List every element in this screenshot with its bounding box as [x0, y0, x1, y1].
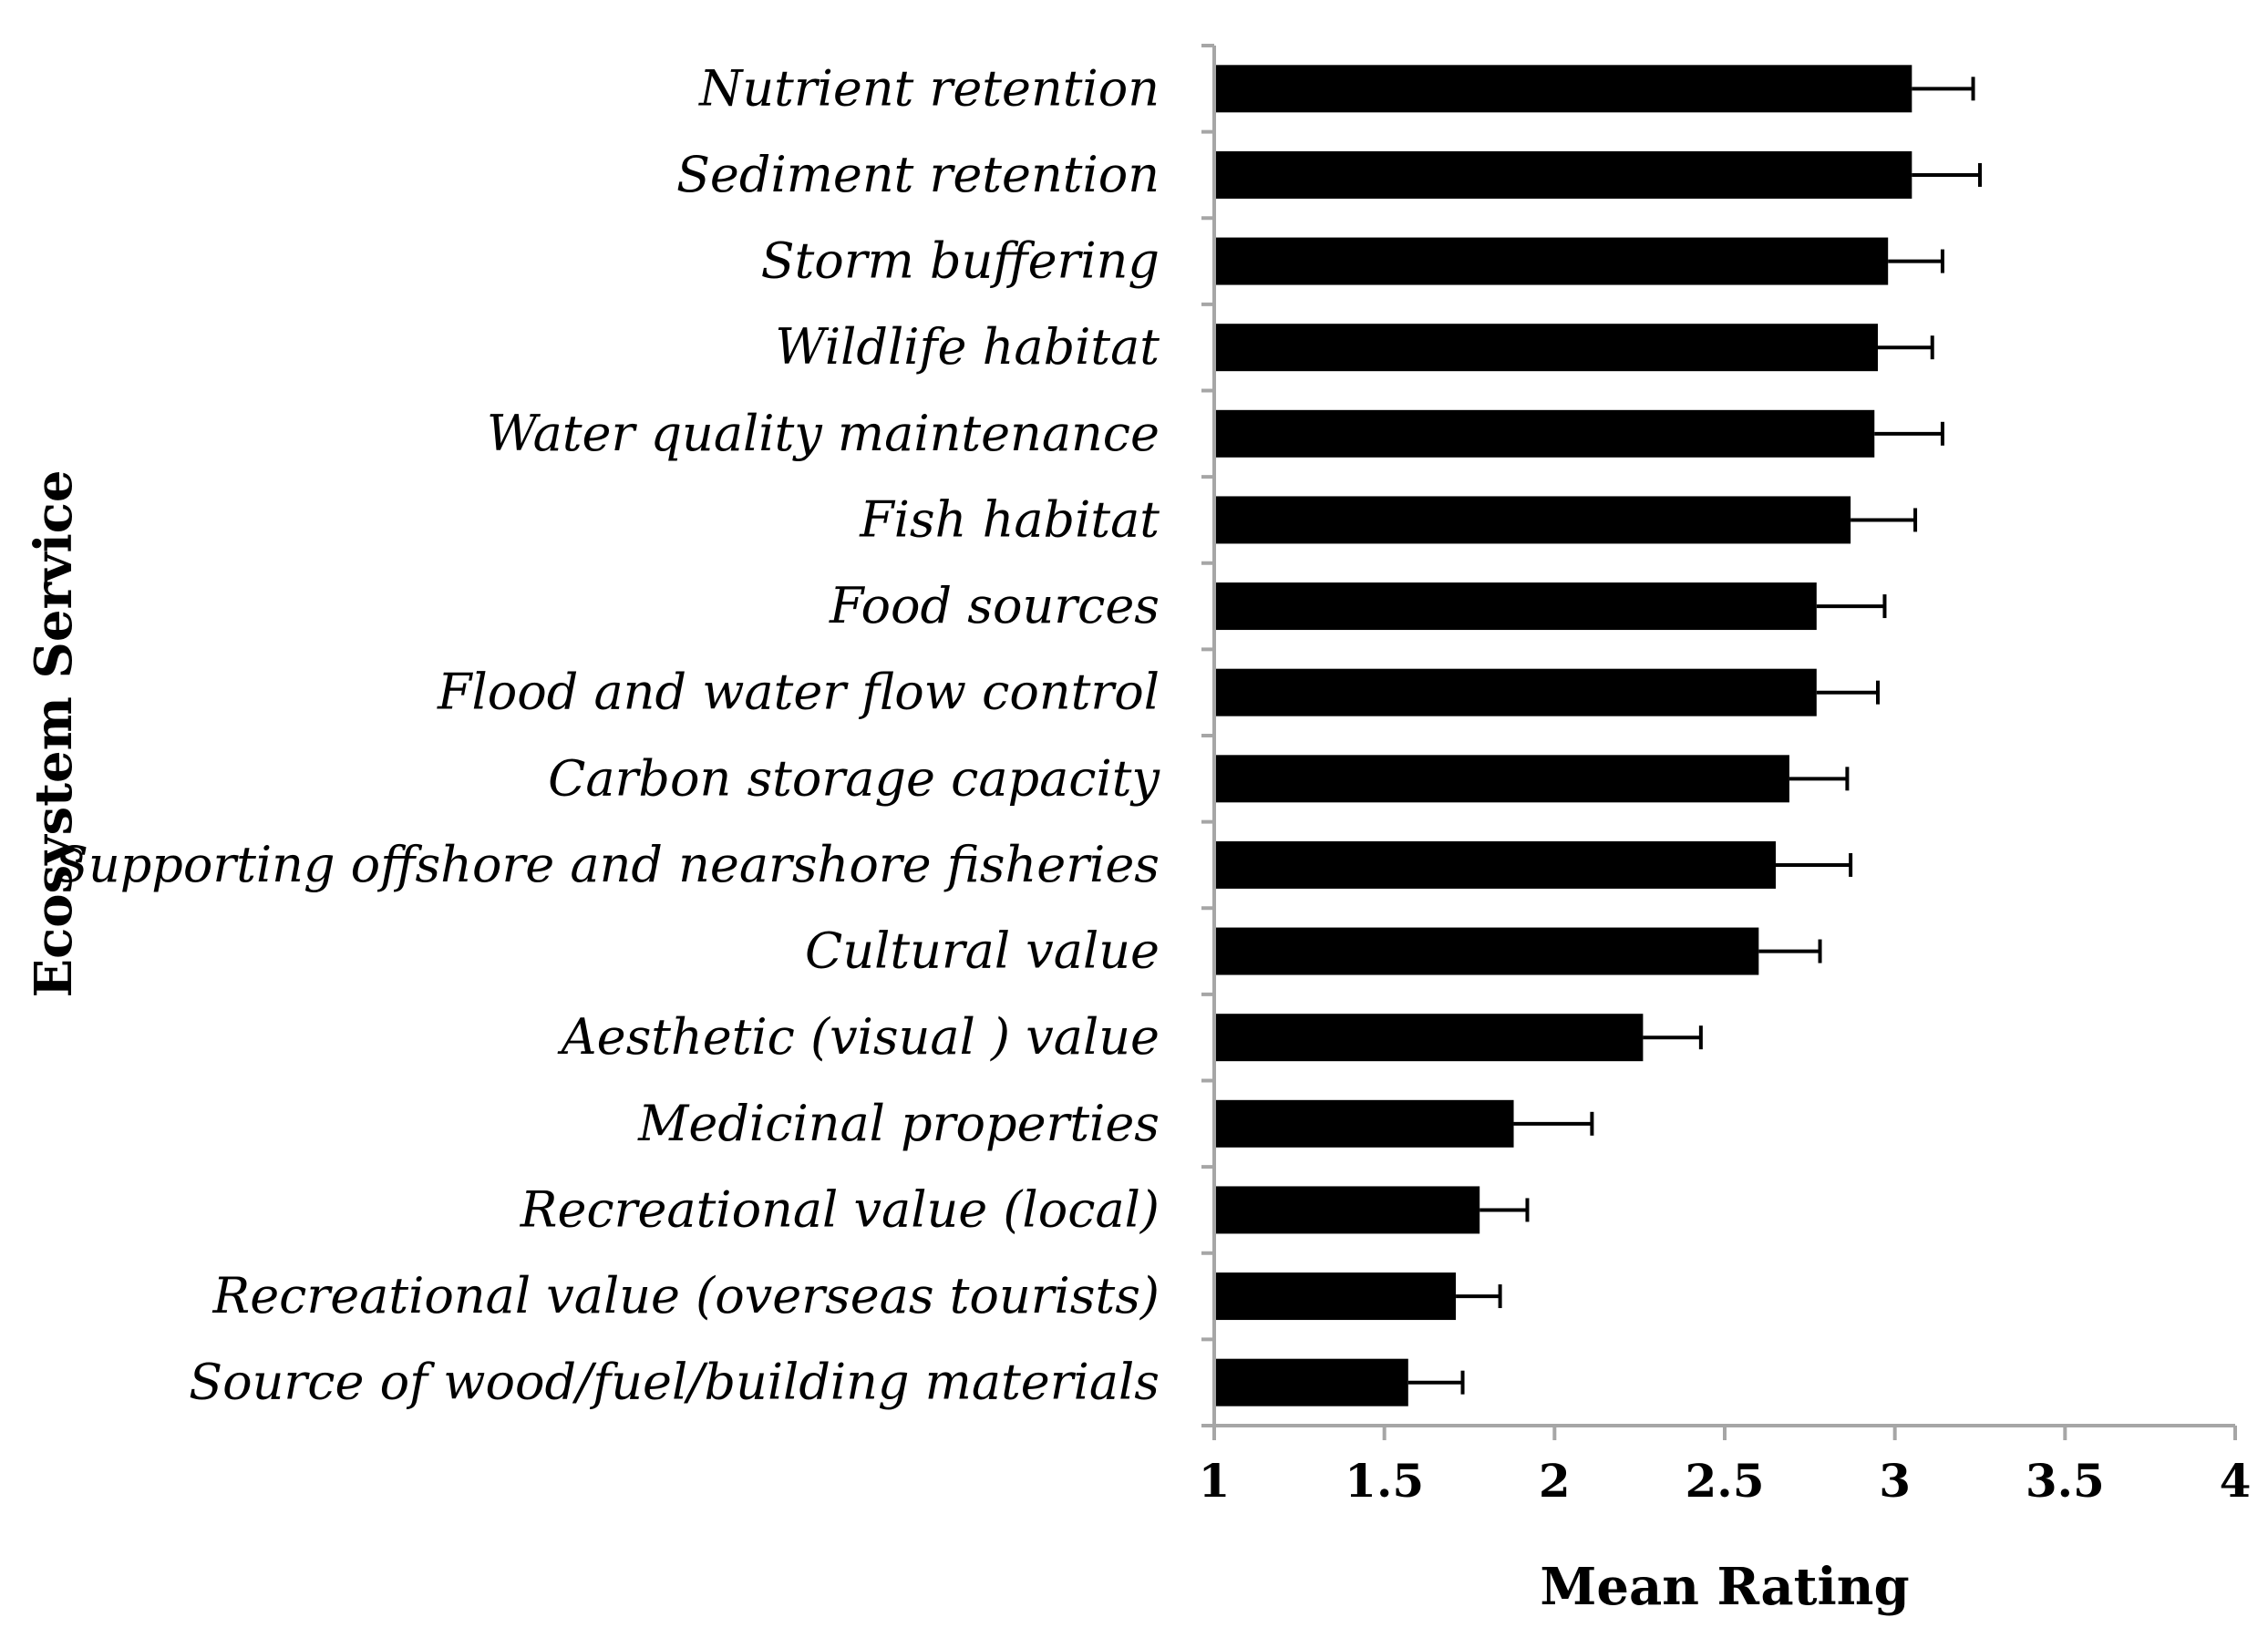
category-label: Carbon storage capacity	[548, 749, 1160, 807]
bar	[1214, 65, 1912, 113]
x-tick-label: 4	[2220, 1454, 2252, 1508]
bar	[1214, 1272, 1457, 1321]
x-axis-title: Mean Rating	[1540, 1557, 1909, 1617]
x-tick-label: 3	[1879, 1454, 1911, 1508]
x-tick-label: 2.5	[1686, 1454, 1765, 1508]
x-tick-label: 2	[1539, 1454, 1571, 1508]
error-bars-group	[1407, 77, 1982, 1395]
bar	[1214, 1099, 1514, 1148]
bar	[1214, 668, 1817, 716]
category-label: Recreational value (local)	[520, 1180, 1160, 1238]
category-label: Source of wood/fuel/building materials	[189, 1354, 1160, 1411]
x-tick-label: 1	[1199, 1454, 1231, 1508]
category-label: Food sources	[829, 577, 1160, 634]
category-label: Fish habitat	[859, 490, 1160, 548]
x-tick-label: 1.5	[1345, 1454, 1424, 1508]
bar	[1214, 1014, 1644, 1062]
axes-group	[1201, 44, 2237, 1440]
bar	[1214, 324, 1878, 372]
category-label: Wildlife habitat	[775, 318, 1160, 376]
category-label: Supporting offshore and nearshore fisher…	[55, 836, 1160, 893]
category-label: Cultural value	[805, 922, 1160, 980]
category-label: Flood and water flow control	[437, 664, 1160, 721]
category-labels-group: Nutrient retention Sediment retention Stor…	[55, 59, 1161, 1410]
category-label: Medicinal properties	[637, 1095, 1160, 1152]
x-tick-label: 3.5	[2026, 1454, 2105, 1508]
bar	[1214, 840, 1776, 889]
bar	[1214, 927, 1759, 975]
bar	[1214, 409, 1875, 458]
category-label: Storm buffering	[761, 232, 1160, 290]
bar	[1214, 1358, 1408, 1406]
bar	[1214, 496, 1851, 544]
bar	[1214, 1186, 1480, 1234]
y-axis-title: Ecosystem Service	[24, 469, 84, 997]
tick-labels-group: 1 1.5 2 2.5 3 3.5 4	[1199, 1454, 2252, 1508]
category-label: Water quality maintenance	[487, 405, 1160, 462]
bar	[1214, 755, 1789, 803]
category-label: Sediment retention	[676, 146, 1160, 203]
category-label: Nutrient retention	[697, 59, 1160, 117]
bar	[1214, 150, 1912, 199]
bar	[1214, 237, 1889, 285]
category-label: Recreational value (overseas tourists)	[212, 1267, 1160, 1324]
category-label: Aesthetic (visual ) value	[557, 1008, 1160, 1066]
bar	[1214, 582, 1817, 631]
bars-group	[1214, 65, 1912, 1406]
